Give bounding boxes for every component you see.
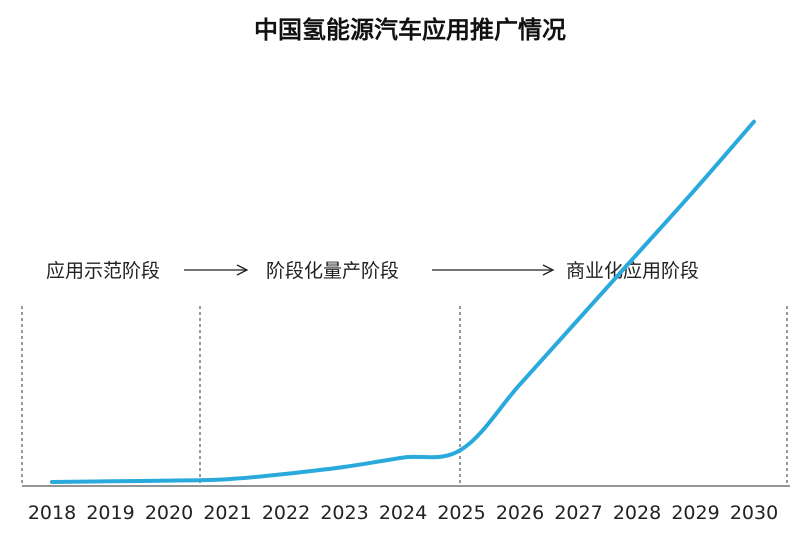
data-point-2026: [518, 382, 522, 386]
x-tick-label-2028: 2028: [613, 502, 661, 524]
stage-label-demo: 应用示范阶段: [46, 260, 160, 282]
data-point-2023: [343, 465, 347, 469]
x-tick-label-2029: 2029: [671, 502, 719, 524]
x-axis-ticks: 2018 2019 2020 2021 2022 2023 2024 2025 2026 2027…: [28, 502, 778, 524]
chart-title: 中国氢能源汽车应用推广情况: [254, 16, 566, 44]
stage-label-commercial: 商业化应用阶段: [566, 260, 699, 282]
stage-arrow-1: [184, 264, 249, 276]
series-line: [50, 119, 756, 484]
x-tick-label-2021: 2021: [203, 502, 251, 524]
data-point-2022: [284, 472, 288, 476]
series-points: [50, 120, 756, 484]
stage-dividers: [21, 306, 788, 486]
x-tick-label-2026: 2026: [496, 502, 544, 524]
x-tick-label-2020: 2020: [145, 502, 193, 524]
x-tick-label-2018: 2018: [28, 502, 76, 524]
x-tick-label-2022: 2022: [262, 502, 310, 524]
x-tick-label-2025: 2025: [437, 502, 485, 524]
data-point-2025: [460, 447, 464, 451]
data-point-2020: [167, 479, 171, 483]
x-tick-label-2024: 2024: [379, 502, 427, 524]
data-point-2028: [635, 252, 639, 256]
data-point-2019: [109, 479, 113, 483]
data-point-2029: [694, 187, 698, 191]
data-point-2018: [50, 480, 54, 484]
data-point-2024: [401, 456, 405, 460]
x-tick-label-2027: 2027: [554, 502, 602, 524]
data-point-2027: [577, 317, 581, 321]
x-tick-label-2030: 2030: [730, 502, 778, 524]
stage-label-mass-production: 阶段化量产阶段: [266, 260, 399, 282]
data-point-2021: [226, 477, 230, 481]
x-tick-label-2019: 2019: [86, 502, 134, 524]
x-tick-label-2023: 2023: [320, 502, 368, 524]
data-point-2030: [752, 120, 756, 124]
stage-arrow-2: [432, 264, 555, 276]
